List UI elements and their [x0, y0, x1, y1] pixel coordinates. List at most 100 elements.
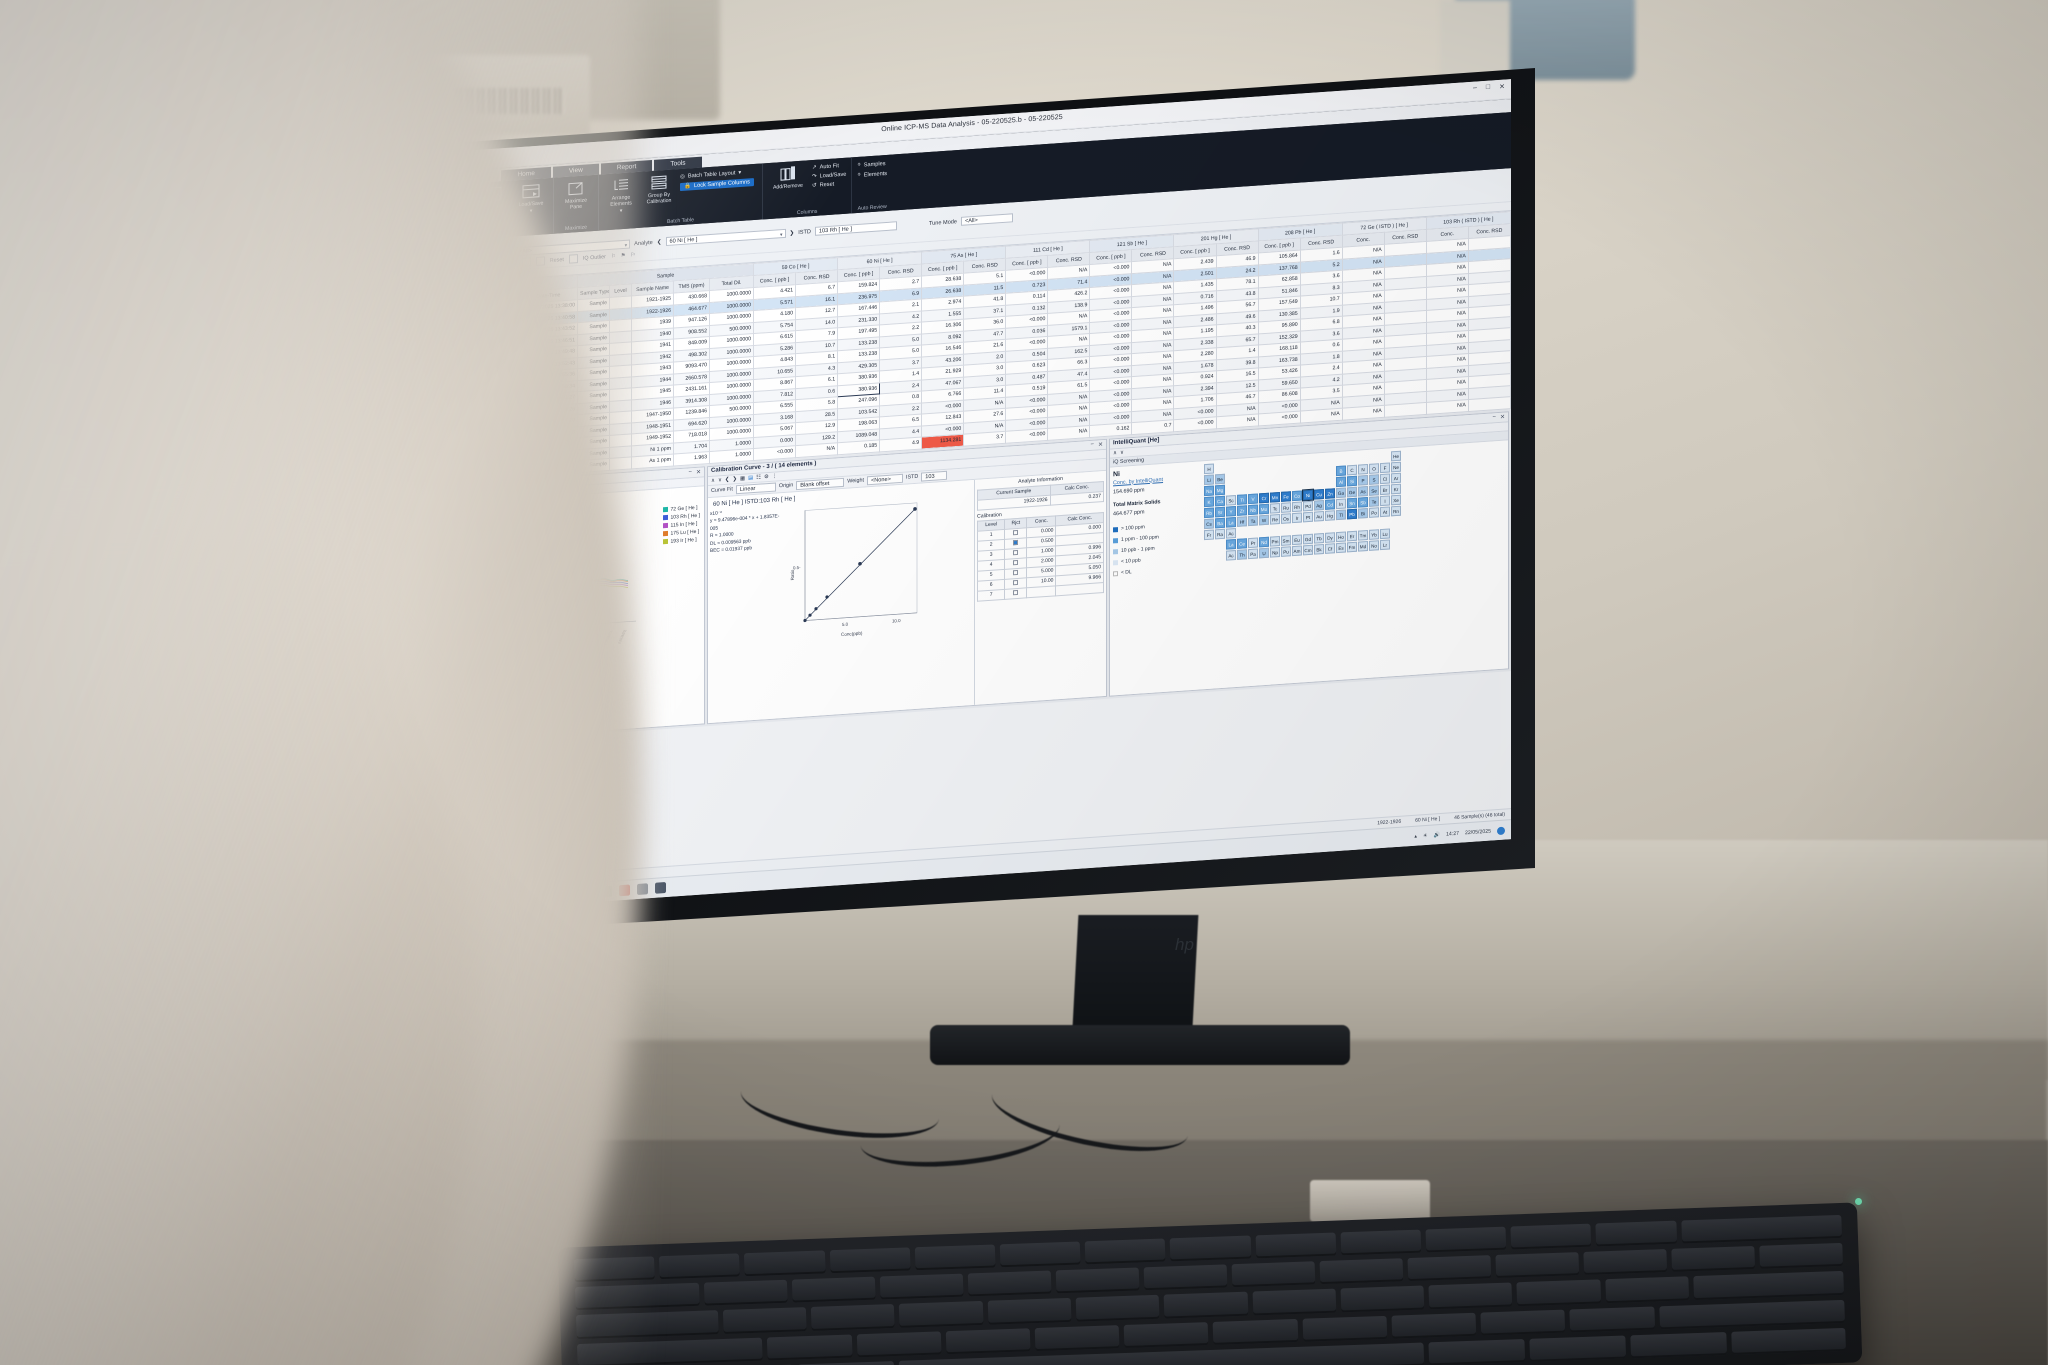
periodic-element-mg[interactable]: Mg — [1215, 484, 1225, 495]
periodic-element-la[interactable]: La — [1226, 516, 1236, 528]
periodic-element-hg[interactable]: Hg — [1325, 509, 1335, 521]
arrange-elements-button[interactable]: Arrange Elements ▾ — [604, 174, 638, 215]
periodic-element-ac[interactable]: Ac — [1226, 549, 1236, 561]
minimize-button[interactable]: – — [1472, 84, 1477, 92]
notification-icon[interactable] — [1497, 826, 1505, 835]
periodic-element-cu[interactable]: Cu — [1314, 488, 1324, 500]
periodic-element-es[interactable]: Es — [1336, 541, 1346, 553]
periodic-element-zr[interactable]: Zr — [1237, 504, 1247, 516]
periodic-table[interactable]: H He Li Be B C N O F Ne Na Mg Al Si P S Cl Ar K Ca Sc Ti V Cr Mn… — [1204, 450, 1401, 685]
cell-value[interactable]: <0.000 — [1258, 411, 1301, 426]
calibration-close-button[interactable]: ✕ — [1097, 441, 1103, 448]
periodic-element-mo[interactable]: Mo — [1259, 503, 1269, 514]
periodic-element-ra[interactable]: Ra — [1215, 528, 1225, 539]
cell-level[interactable] — [609, 456, 632, 470]
cell-value[interactable]: 0.185 — [837, 439, 880, 455]
periodic-element-fr[interactable]: Fr — [1204, 529, 1214, 540]
istd-pin-button[interactable]: − — [688, 468, 692, 476]
auto-fit-item[interactable]: ↗ Auto Fit — [812, 163, 846, 171]
periodic-element-se[interactable]: Se — [1369, 484, 1379, 496]
periodic-element-ho[interactable]: Ho — [1336, 530, 1346, 542]
close-button[interactable]: ✕ — [1499, 83, 1505, 91]
periodic-element-bk[interactable]: Bk — [1314, 543, 1324, 555]
cell-value[interactable]: N/A — [1216, 413, 1259, 429]
periodic-element-sb[interactable]: Sb — [1358, 496, 1368, 508]
periodic-element-zn[interactable]: Zn — [1325, 487, 1335, 499]
cal-settings-icon[interactable]: ⚙ — [764, 473, 769, 480]
periodic-element-b[interactable]: B — [1336, 464, 1346, 476]
periodic-element-in[interactable]: In — [1336, 497, 1346, 509]
analyte-next-icon[interactable]: ❯ — [789, 229, 795, 237]
periodic-element-tb[interactable]: Tb — [1314, 532, 1324, 544]
periodic-element-w[interactable]: W — [1259, 514, 1269, 525]
periodic-element-cs[interactable]: Cs — [1204, 518, 1214, 529]
flag-filled-icon[interactable]: ⚑ — [620, 252, 626, 259]
periodic-element-f[interactable]: F — [1380, 461, 1390, 473]
periodic-element-rh[interactable]: Rh — [1292, 500, 1302, 512]
periodic-element-bi[interactable]: Bi — [1358, 507, 1368, 519]
periodic-element-th[interactable]: Th — [1237, 548, 1247, 560]
periodic-element-ge[interactable]: Ge — [1347, 486, 1357, 497]
cell-value[interactable]: N/A — [1342, 405, 1385, 420]
periodic-element-cr[interactable]: Cr — [1259, 492, 1269, 503]
periodic-element-kr[interactable]: Kr — [1391, 483, 1401, 494]
analyte-prev-icon[interactable]: ❮ — [656, 238, 662, 246]
add-remove-columns-button[interactable]: Add/Remove — [768, 162, 808, 191]
cell-value[interactable]: <0.000 — [753, 445, 796, 461]
periodic-element-cl[interactable]: Cl — [1380, 472, 1390, 484]
cell-tms[interactable]: 1.963 — [673, 451, 710, 466]
periodic-element-sn[interactable]: Sn — [1347, 497, 1357, 508]
periodic-element-li[interactable]: Li — [1204, 474, 1214, 485]
periodic-element-ag[interactable]: Ag — [1314, 499, 1324, 511]
periodic-element-pa[interactable]: Pa — [1248, 547, 1258, 559]
periodic-element-np[interactable]: Np — [1270, 546, 1280, 558]
periodic-element-tl[interactable]: Tl — [1336, 508, 1346, 520]
cal-chart-icon[interactable]: ▤ — [748, 474, 754, 481]
cal-more-icon[interactable]: ⋮ — [771, 472, 778, 480]
cal-prev-icon[interactable]: ❮ — [724, 476, 730, 483]
periodic-element-cm[interactable]: Cm — [1303, 544, 1313, 555]
cell-value[interactable]: 4.9 — [879, 437, 922, 452]
periodic-element-ru[interactable]: Ru — [1281, 501, 1291, 513]
periodic-element-pb[interactable]: Pb — [1347, 508, 1357, 519]
cell-total-dil[interactable]: 1.0000 — [709, 448, 754, 464]
intelliquant-close-button[interactable]: ✕ — [1499, 414, 1505, 421]
iq-down-icon[interactable]: ∨ — [1119, 449, 1124, 456]
periodic-element-v[interactable]: V — [1248, 492, 1258, 504]
istd-close-button[interactable]: ✕ — [695, 469, 701, 476]
cal-up-icon[interactable]: ∧ — [711, 477, 715, 484]
maximize-pane-button[interactable]: Maximize Pane — [559, 177, 593, 211]
periodic-element-rn[interactable]: Rn — [1391, 505, 1401, 516]
auto-review-samples-item[interactable]: ⌽ Samples — [857, 160, 887, 169]
cell-value[interactable]: N/A — [795, 442, 838, 458]
cal-cell-conc[interactable] — [1026, 585, 1056, 598]
periodic-element-rb[interactable]: Rb — [1204, 507, 1214, 518]
periodic-element-dy[interactable]: Dy — [1325, 531, 1335, 543]
periodic-element-lr[interactable]: Lr — [1380, 538, 1390, 550]
periodic-element-ir[interactable]: Ir — [1292, 511, 1302, 523]
cal-next-icon[interactable]: ❯ — [732, 475, 737, 482]
periodic-element-k[interactable]: K — [1204, 496, 1214, 507]
periodic-element-at[interactable]: At — [1380, 505, 1390, 517]
periodic-element-ni[interactable]: Ni — [1302, 488, 1314, 501]
periodic-element-eu[interactable]: Eu — [1292, 533, 1302, 545]
cell-value[interactable]: <0.000 — [1173, 416, 1217, 432]
periodic-element-i[interactable]: I — [1380, 494, 1390, 506]
arrange-elements-caret-icon[interactable]: ▾ — [619, 208, 623, 215]
cell-value[interactable]: N/A — [1300, 408, 1343, 423]
periodic-element-sr[interactable]: Sr — [1215, 506, 1225, 517]
periodic-element-pd[interactable]: Pd — [1303, 500, 1313, 511]
periodic-element-u[interactable]: U — [1259, 547, 1269, 558]
periodic-element-hf[interactable]: Hf — [1237, 515, 1247, 527]
periodic-element-ce[interactable]: Ce — [1237, 537, 1247, 549]
flag-alt-icon[interactable]: ⚐ — [630, 251, 636, 258]
periodic-element-nd[interactable]: Nd — [1259, 536, 1269, 547]
periodic-element-ti[interactable]: Ti — [1237, 493, 1247, 505]
cell-value[interactable]: N/A — [1426, 399, 1469, 414]
cell-value[interactable]: 3.7 — [963, 431, 1006, 446]
periodic-element-ar[interactable]: Ar — [1391, 472, 1401, 483]
intelliquant-pin-button[interactable]: − — [1492, 413, 1496, 420]
periodic-element-pu[interactable]: Pu — [1281, 545, 1291, 557]
periodic-element-sc[interactable]: Sc — [1226, 494, 1236, 506]
flag-outline-icon[interactable]: ⚐ — [610, 252, 616, 260]
